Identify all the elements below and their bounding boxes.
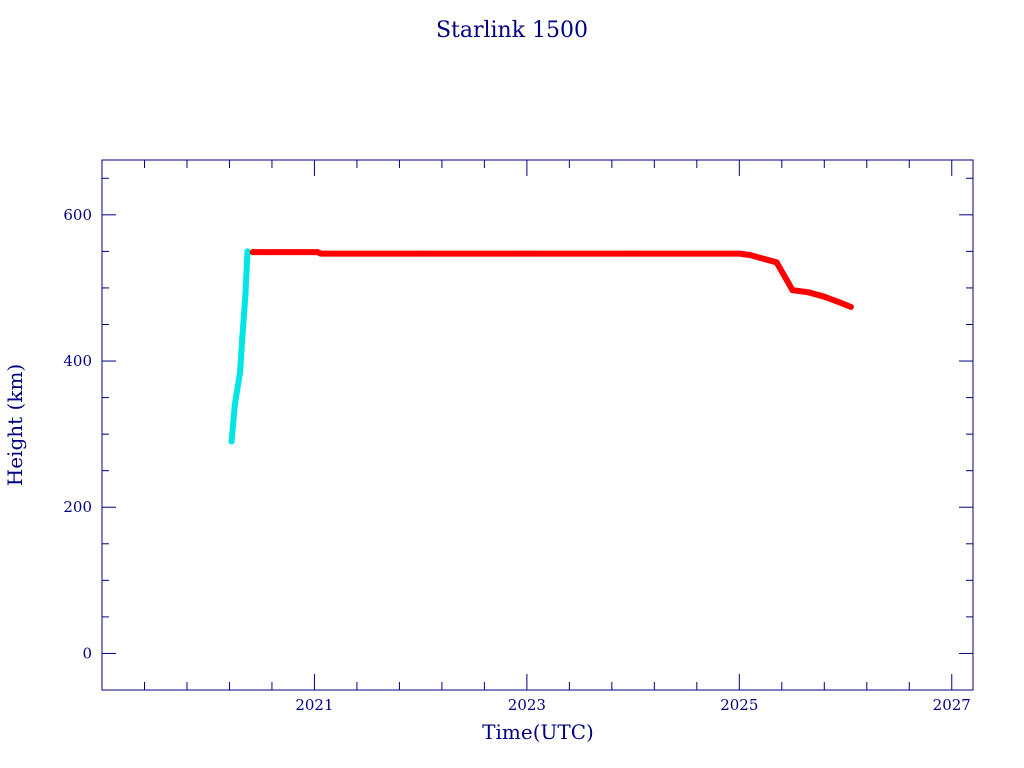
series-point-1 xyxy=(523,250,530,257)
series-line-0 xyxy=(228,248,251,445)
series-point-1 xyxy=(268,249,275,256)
axis-ticks: 2021 2023 2025 2027 0 200 400 600 xyxy=(63,160,973,714)
series-layer xyxy=(228,248,854,445)
series-point-1 xyxy=(290,249,297,256)
series-point-1 xyxy=(317,250,324,257)
series-point-0 xyxy=(231,401,238,408)
series-point-1 xyxy=(773,259,780,266)
series-point-0 xyxy=(237,369,244,375)
series-point-0 xyxy=(239,336,246,343)
series-point-1 xyxy=(784,277,791,284)
x-tick-label: 2021 xyxy=(295,696,333,714)
series-point-1 xyxy=(746,252,753,259)
series-point-1 xyxy=(821,293,828,300)
x-tick-label: 2027 xyxy=(933,696,971,714)
x-tick-label: 2023 xyxy=(508,696,546,714)
y-axis-label: Height (km) xyxy=(3,364,27,486)
series-point-1 xyxy=(249,249,256,256)
series-point-1 xyxy=(805,289,812,296)
series-point-0 xyxy=(228,438,235,445)
series-point-1 xyxy=(736,250,743,257)
series-point-1 xyxy=(417,250,424,257)
y-tick-label: 200 xyxy=(63,498,92,516)
x-tick-label: 2025 xyxy=(720,696,758,714)
y-tick-label: 600 xyxy=(63,206,92,224)
y-tick-label: 400 xyxy=(63,352,92,370)
y-tick-label: 0 xyxy=(82,644,92,662)
series-point-1 xyxy=(837,299,844,306)
series-point-0 xyxy=(244,248,251,255)
series-point-1 xyxy=(757,254,764,261)
series-point-1 xyxy=(789,287,796,294)
plot-frame xyxy=(101,159,974,691)
series-point-1 xyxy=(847,303,854,310)
chart-title: Starlink 1500 xyxy=(436,18,588,43)
x-axis-label: Time(UTC) xyxy=(482,720,594,744)
series-point-1 xyxy=(630,250,637,257)
series-point-0 xyxy=(242,292,249,299)
